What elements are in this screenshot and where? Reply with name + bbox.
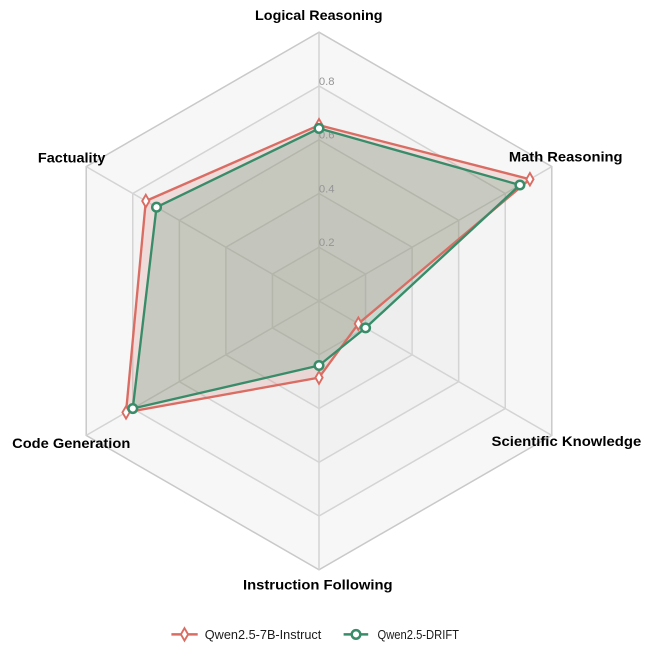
- svg-text:Qwen2.5-7B-Instruct: Qwen2.5-7B-Instruct: [205, 627, 322, 642]
- svg-text:Math Reasoning: Math Reasoning: [509, 148, 623, 164]
- svg-text:Scientific Knowledge: Scientific Knowledge: [492, 433, 642, 449]
- svg-text:Code Generation: Code Generation: [12, 435, 130, 451]
- svg-text:0.4: 0.4: [319, 183, 335, 195]
- svg-text:Logical Reasoning: Logical Reasoning: [255, 7, 383, 23]
- svg-text:0.8: 0.8: [319, 76, 335, 88]
- svg-text:Factuality: Factuality: [38, 149, 106, 165]
- svg-text:Qwen2.5-DRIFT: Qwen2.5-DRIFT: [378, 627, 460, 642]
- svg-text:0.2: 0.2: [319, 237, 335, 249]
- svg-text:Instruction Following: Instruction Following: [243, 576, 393, 592]
